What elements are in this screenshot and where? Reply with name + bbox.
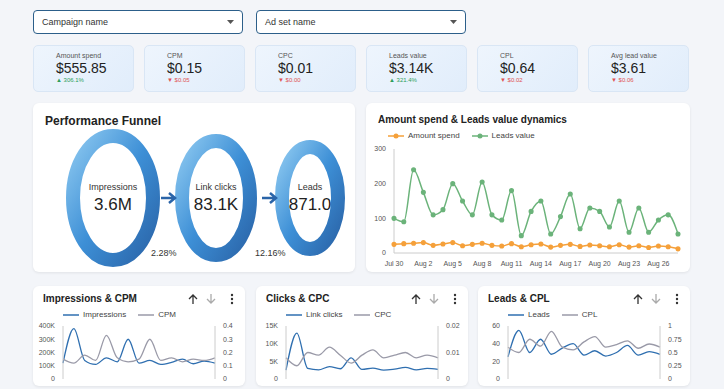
svg-text:0: 0 xyxy=(274,375,278,382)
svg-text:100K: 100K xyxy=(39,362,56,369)
svg-text:0: 0 xyxy=(382,249,386,256)
html-text:CPL: CPL xyxy=(500,52,514,59)
html-text:Ad set name: Ad set name xyxy=(265,17,316,27)
svg-text:5K: 5K xyxy=(269,358,278,365)
svg-text:12.16%: 12.16% xyxy=(255,248,286,258)
svg-text:0: 0 xyxy=(51,375,55,382)
html-text:CPC: CPC xyxy=(374,310,392,319)
html-text:Leads value: Leads value xyxy=(491,131,535,140)
svg-text:Aug 5: Aug 5 xyxy=(444,260,462,268)
svg-text:Aug 23: Aug 23 xyxy=(618,260,640,268)
svg-text:40: 40 xyxy=(492,340,500,347)
svg-text:83.1K: 83.1K xyxy=(194,195,239,214)
html-text:▼ $0.06: ▼ $0.06 xyxy=(611,77,634,83)
svg-text:0: 0 xyxy=(446,375,450,382)
html-text:CPM: CPM xyxy=(158,310,176,319)
svg-text:0.01: 0.01 xyxy=(446,349,460,356)
svg-text:871.0: 871.0 xyxy=(289,195,332,214)
html-text:▼ $0.05: ▼ $0.05 xyxy=(167,77,190,83)
svg-text:Aug 20: Aug 20 xyxy=(589,260,611,268)
html-text:$0.15: $0.15 xyxy=(167,60,202,76)
svg-text:0.4: 0.4 xyxy=(223,322,233,329)
html-text:Amount spend: Amount spend xyxy=(56,52,102,59)
svg-text:10K: 10K xyxy=(266,340,279,347)
svg-text:2.28%: 2.28% xyxy=(151,248,177,258)
html-text:CPM: CPM xyxy=(167,52,183,59)
svg-text:Link clicks: Link clicks xyxy=(195,182,237,192)
html-text:Impressions: Impressions xyxy=(83,310,127,319)
html-text:CPL: CPL xyxy=(581,310,598,319)
svg-text:0.1: 0.1 xyxy=(223,362,233,369)
svg-text:Aug 14: Aug 14 xyxy=(530,260,552,268)
html-text:Leads & CPL: Leads & CPL xyxy=(488,293,550,304)
html-text:CPC: CPC xyxy=(278,52,293,59)
svg-text:0.75: 0.75 xyxy=(668,336,682,343)
svg-text:300: 300 xyxy=(374,145,386,152)
html-text:Amount spend: Amount spend xyxy=(408,131,460,140)
svg-text:Aug 8: Aug 8 xyxy=(473,260,491,268)
html-text:$3.14K: $3.14K xyxy=(389,60,434,76)
svg-text:0: 0 xyxy=(668,375,672,382)
svg-text:200K: 200K xyxy=(39,349,56,356)
html-text:▲ 306.1%: ▲ 306.1% xyxy=(56,77,84,83)
svg-text:300K: 300K xyxy=(39,336,56,343)
svg-text:1: 1 xyxy=(668,322,672,329)
html-text:$0.01: $0.01 xyxy=(278,60,313,76)
html-text:Leads: Leads xyxy=(528,310,550,319)
html-text:Impressions & CPM: Impressions & CPM xyxy=(43,293,137,304)
svg-text:100: 100 xyxy=(374,215,386,222)
svg-text:Aug 11: Aug 11 xyxy=(501,260,523,268)
svg-text:0.02: 0.02 xyxy=(446,322,460,329)
html-text:▼ $0.02: ▼ $0.02 xyxy=(500,77,523,83)
svg-text:200: 200 xyxy=(374,180,386,187)
svg-text:0: 0 xyxy=(496,375,500,382)
svg-text:0.3: 0.3 xyxy=(223,336,233,343)
svg-text:Aug 17: Aug 17 xyxy=(559,260,581,268)
svg-text:400K: 400K xyxy=(39,322,56,329)
svg-text:0.2: 0.2 xyxy=(223,349,233,356)
svg-text:60: 60 xyxy=(492,322,500,329)
html-text:$0.64: $0.64 xyxy=(500,60,535,76)
svg-text:0.5: 0.5 xyxy=(668,349,678,356)
html-text:Amount spend & Leads value dyn: Amount spend & Leads value dynamics xyxy=(378,114,567,125)
svg-text:0.25: 0.25 xyxy=(668,362,682,369)
html-text:Clicks & CPC: Clicks & CPC xyxy=(266,293,330,304)
html-text:Link clicks: Link clicks xyxy=(306,310,343,319)
html-text:$3.61: $3.61 xyxy=(611,60,646,76)
html-text:Campaign name: Campaign name xyxy=(42,17,108,27)
html-text:▲ 321.4%: ▲ 321.4% xyxy=(389,77,417,83)
html-text:$555.85: $555.85 xyxy=(56,60,107,76)
html-text:Leads value: Leads value xyxy=(389,52,427,59)
svg-text:Aug 26: Aug 26 xyxy=(647,260,669,268)
svg-text:Leads: Leads xyxy=(298,182,323,192)
svg-text:20: 20 xyxy=(492,358,500,365)
svg-text:Aug 2: Aug 2 xyxy=(414,260,432,268)
html-text:▼ $0.00: ▼ $0.00 xyxy=(278,77,301,83)
html-text:Performance Funnel: Performance Funnel xyxy=(45,114,161,128)
html-text:Avg lead value: Avg lead value xyxy=(611,52,657,59)
svg-text:0: 0 xyxy=(223,375,227,382)
svg-text:Impressions: Impressions xyxy=(89,182,138,192)
svg-text:3.6M: 3.6M xyxy=(94,195,132,214)
svg-text:Jul 30: Jul 30 xyxy=(385,260,404,267)
svg-text:15K: 15K xyxy=(266,322,279,329)
